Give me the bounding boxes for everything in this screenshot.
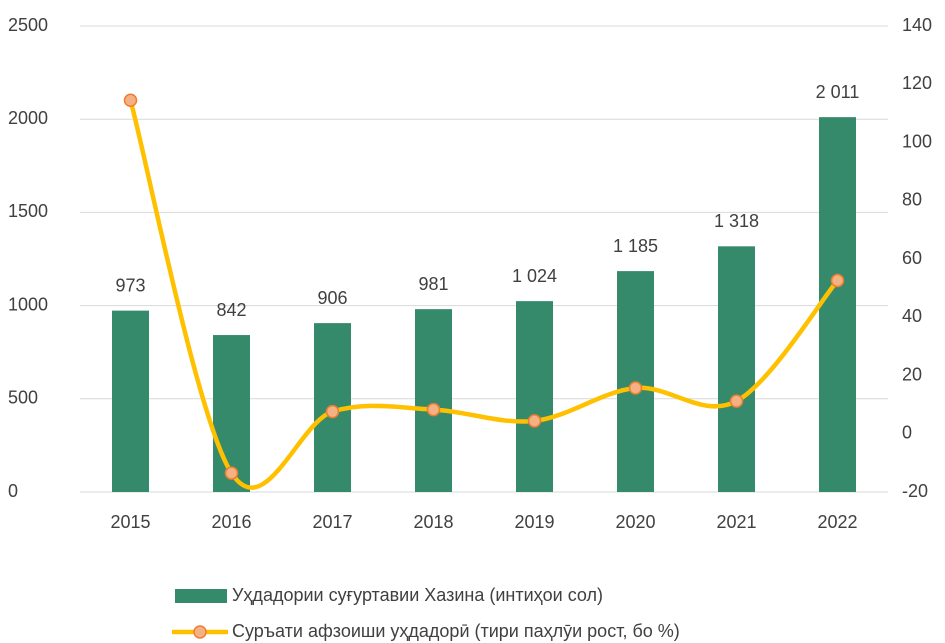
y2-tick-label: -20	[902, 481, 928, 501]
bar	[819, 117, 856, 492]
x-tick-label: 2019	[514, 512, 554, 532]
x-tick-label: 2020	[615, 512, 655, 532]
marker	[325, 404, 340, 419]
data-label: 1 185	[613, 236, 658, 256]
x-tick-label: 2017	[312, 512, 352, 532]
x-tick-label: 2022	[817, 512, 857, 532]
y2-tick-label: 20	[902, 364, 922, 384]
y-tick-label: 0	[8, 481, 18, 501]
data-label: 1 318	[714, 211, 759, 231]
y-tick-label: 500	[8, 388, 38, 408]
data-label: 981	[418, 274, 448, 294]
y-tick-label: 1500	[8, 201, 48, 221]
data-label: 2 011	[816, 82, 860, 102]
y-tick-label: 2000	[8, 108, 48, 128]
bar	[718, 246, 755, 492]
y-tick-label: 2500	[8, 15, 48, 35]
legend-label: Суръати афзоиши уҳдадорӣ (тири паҳлӯи ро…	[232, 621, 680, 641]
y2-tick-label: 80	[902, 190, 922, 210]
x-tick-label: 2016	[211, 512, 251, 532]
bar	[112, 310, 149, 492]
data-label: 906	[317, 288, 347, 308]
y2-tick-label: 60	[902, 248, 922, 268]
marker	[830, 273, 845, 288]
legend-marker	[193, 625, 207, 639]
marker	[224, 466, 239, 480]
legend-swatch	[175, 589, 227, 603]
marker	[426, 402, 441, 417]
marker	[628, 381, 643, 395]
marker	[123, 93, 138, 108]
y2-tick-label: 100	[902, 131, 932, 151]
y2-tick-label: 0	[902, 423, 912, 443]
bar	[516, 301, 553, 492]
bar	[415, 309, 452, 492]
y2-tick-label: 120	[902, 73, 932, 93]
bar	[213, 335, 250, 492]
data-label: 973	[115, 275, 145, 295]
data-label: 842	[216, 300, 246, 320]
x-tick-label: 2015	[110, 512, 150, 532]
marker	[527, 414, 542, 428]
legend-label: Уҳдадории суғуртавии Хазина (интиҳои сол…	[232, 585, 603, 605]
y2-tick-label: 40	[902, 306, 922, 326]
y2-tick-label: 140	[902, 15, 932, 35]
marker	[729, 394, 744, 408]
y-tick-label: 1000	[8, 294, 48, 314]
x-tick-label: 2018	[413, 512, 453, 532]
x-tick-label: 2021	[716, 512, 756, 532]
data-label: 1 024	[512, 266, 557, 286]
